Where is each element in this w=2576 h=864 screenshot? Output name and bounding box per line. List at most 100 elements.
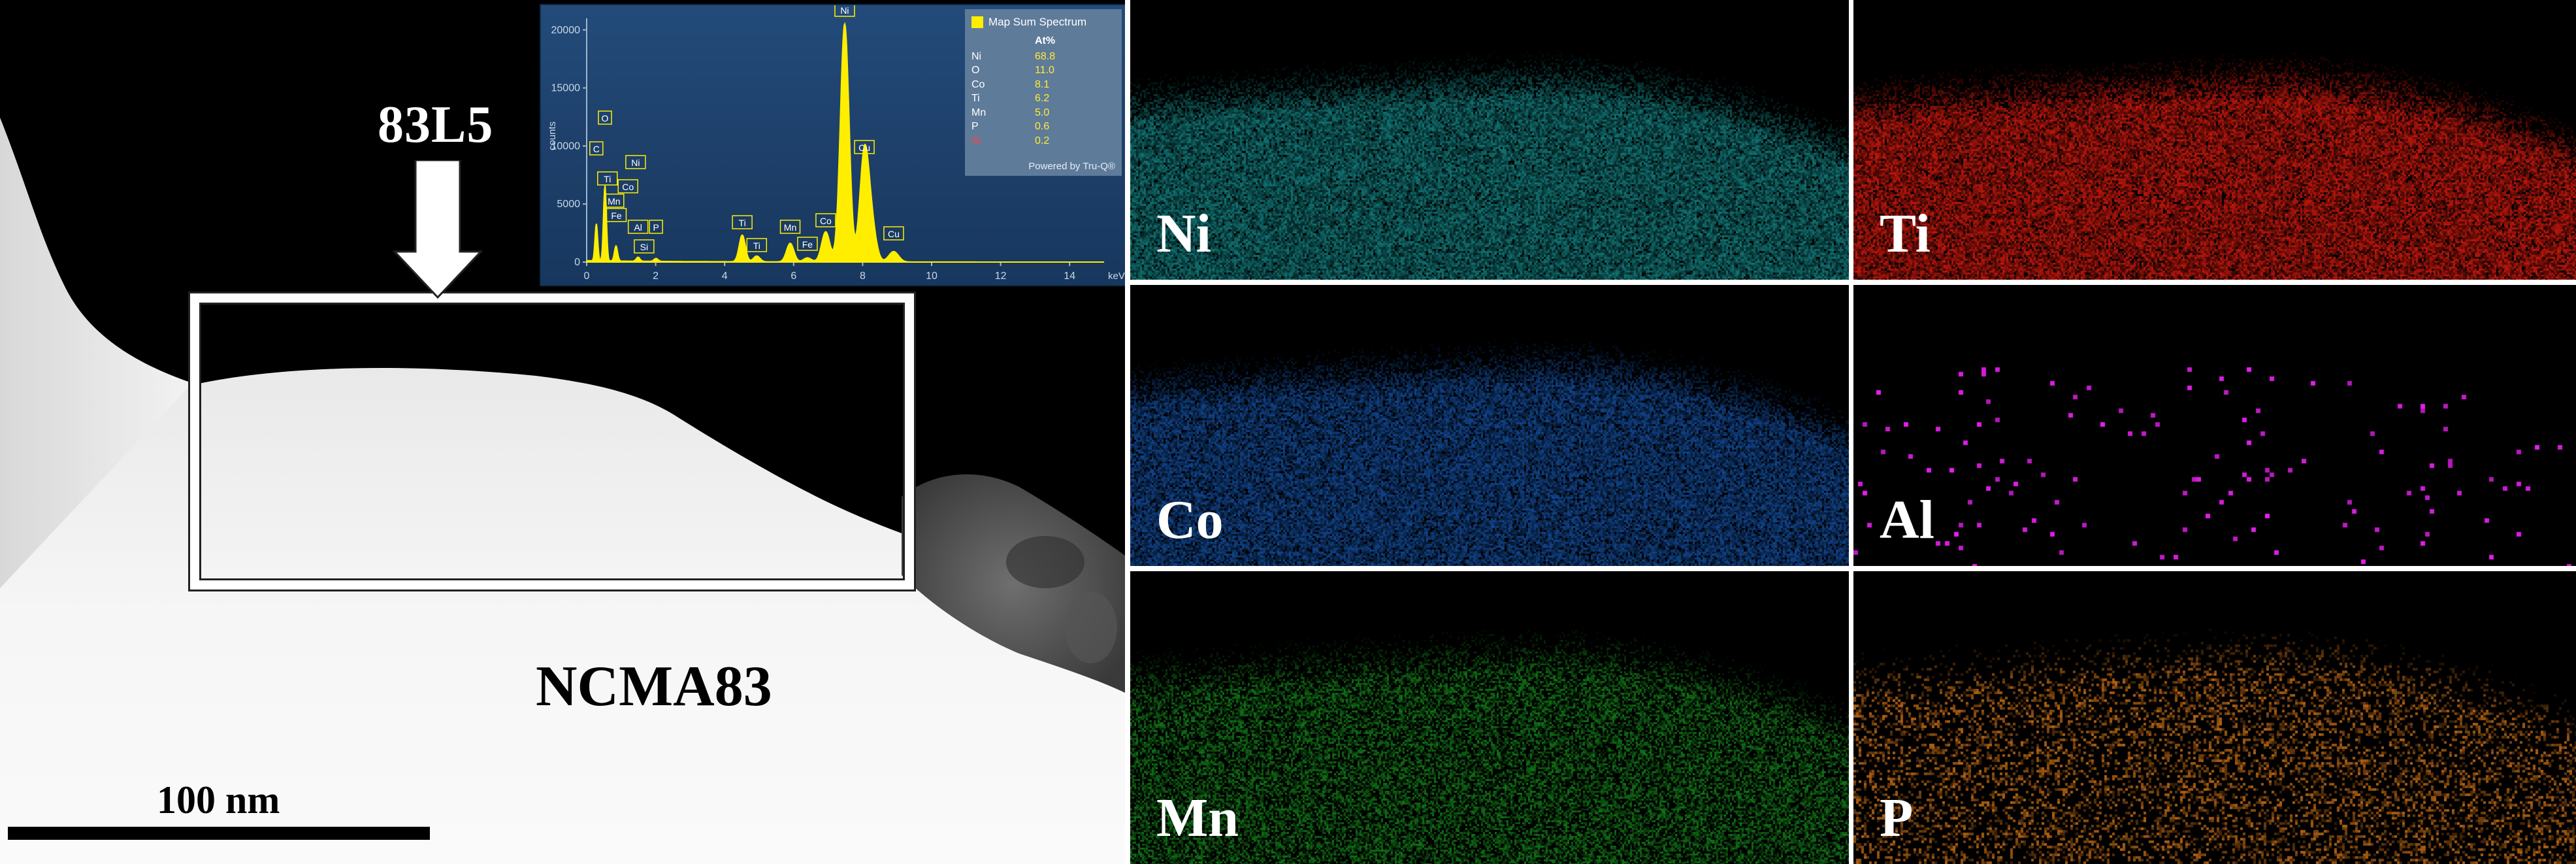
composition-value: 11.0 [1035, 65, 1054, 76]
peak-label: Ni [631, 158, 640, 168]
y-tick-label: 5000 [557, 199, 580, 210]
composition-row: P 0.6 [971, 120, 1055, 135]
down-arrow-icon [392, 160, 483, 299]
peak-label-box [617, 179, 638, 193]
peak-label: Ti [739, 218, 746, 228]
x-tick-label: 2 [653, 271, 659, 282]
composition-value: 8.1 [1035, 78, 1050, 90]
peak-label: Al [634, 222, 642, 233]
x-tick-label: 8 [860, 271, 866, 282]
map-ni: Ni [1130, 0, 1849, 280]
map-al-label: Al [1880, 490, 1934, 550]
peak-label: Mn [608, 196, 620, 207]
scale-bar-label: 100 nm [157, 778, 280, 822]
peak-label-box [834, 5, 855, 17]
composition-row: Mn 5.0 [971, 106, 1055, 120]
map-co-label: Co [1156, 490, 1224, 550]
y-tick-label: 0 [574, 257, 580, 268]
peak-label: P [653, 222, 659, 233]
composition-value: 0.2 [1035, 135, 1050, 146]
map-ti-label: Ti [1880, 203, 1931, 264]
map-al-canvas [1853, 285, 2576, 566]
legend-swatch [971, 16, 983, 28]
peak-label-box [883, 226, 904, 241]
composition-element: P [971, 121, 979, 133]
powered-by-label: Powered by Tru-Q® [1028, 161, 1115, 172]
map-mn-label: Mn [1156, 788, 1239, 848]
spectrum-curve [586, 22, 1104, 263]
peak-label: Si [640, 242, 648, 252]
composition-element: Ti [971, 93, 980, 105]
region-of-interest-box [190, 293, 914, 590]
peak-label-box [649, 220, 663, 234]
peak-label-box [797, 237, 818, 251]
sample-label: NCMA83 [536, 655, 772, 718]
map-ti: Ti [1853, 0, 2576, 280]
peak-label-box [598, 110, 612, 125]
composition-element: Al [971, 135, 981, 146]
peak-label: Ni [840, 5, 849, 16]
peak-label: Ti [604, 174, 611, 184]
composition-value: 68.8 [1035, 50, 1056, 62]
peak-label-box [597, 171, 618, 186]
peak-label-box [634, 239, 655, 254]
composition-element: Mn [971, 107, 986, 118]
legend-title: Map Sum Spectrum [988, 16, 1087, 28]
composition-row: Al 0.2 [971, 134, 1055, 148]
peak-label: Co [622, 182, 634, 192]
map-al: Al [1853, 285, 2576, 566]
composition-value: 0.6 [1035, 121, 1050, 133]
composition-value: 6.2 [1035, 93, 1050, 105]
map-p-label: P [1880, 788, 1914, 848]
map-ni-label: Ni [1156, 203, 1211, 264]
map-co-canvas [1130, 285, 1849, 566]
map-ni-canvas [1130, 0, 1849, 280]
y-tick-label: 20000 [551, 25, 581, 36]
peak-label: Fe [802, 239, 813, 250]
map-p: P [1853, 571, 2576, 864]
composition-element: Ni [971, 50, 982, 62]
peak-label: Fe [611, 210, 622, 221]
spectrum-plot: 0 5000 10000 15000 20000 counts 0 2 4 6 8 10 12 14 keV… [547, 5, 1125, 282]
legend-at-percent-header: At% [1035, 35, 1056, 46]
x-tick-label: 6 [791, 271, 796, 282]
tem-image-panel: 83L5 NCMA83 100 nm 0 5000 10000 15000 20000 c… [0, 0, 1125, 864]
map-mn-canvas [1130, 571, 1849, 864]
legend-title-row: Map Sum Spectrum [971, 16, 1086, 29]
peak-label-box [815, 213, 836, 227]
peak-label: C [593, 144, 600, 154]
eds-spectrum-inset: 0 5000 10000 15000 20000 counts 0 2 4 6 8 10 12 14 keV… [540, 4, 1125, 286]
map-co: Co [1130, 285, 1849, 566]
peak-label: O [602, 113, 609, 124]
y-tick-label: 10000 [551, 141, 581, 152]
peak-label-box [604, 193, 625, 208]
peak-label: Ti [753, 241, 760, 251]
composition-row: O 11.0 [971, 64, 1055, 78]
composition-row: Ni 68.8 [971, 50, 1055, 64]
composition-table: Ni 68.8 O 11.0 Co 8.1 Ti 6.2 Mn 5.0 P 0.6 Al 0.2 [971, 50, 1055, 148]
y-tick-label: 15000 [551, 83, 581, 94]
peak-label-box [627, 220, 649, 234]
map-ti-canvas [1853, 0, 2576, 280]
peak-label-box [854, 140, 875, 154]
composition-element: Co [971, 78, 985, 90]
composition-value: 5.0 [1035, 107, 1050, 118]
peak-label-box [589, 141, 604, 156]
spectrum-legend: Map Sum Spectrum At% Ni 68.8 O 11.0 Co 8.1 Ti 6… [965, 9, 1122, 176]
peak-label: Mn [784, 222, 796, 233]
composition-row: Co 8.1 [971, 78, 1055, 92]
peak-label-box [779, 220, 801, 234]
x-tick-label: 14 [1064, 271, 1075, 282]
map-mn: Mn [1130, 571, 1849, 864]
y-axis-label: counts [547, 122, 558, 150]
peak-label-box [732, 215, 753, 229]
peak-label-box [625, 155, 646, 169]
peak-label-box [746, 238, 768, 252]
peak-label: Cu [888, 229, 900, 239]
scale-bar [8, 827, 430, 840]
map-p-canvas [1853, 571, 2576, 864]
composition-row: Ti 6.2 [971, 92, 1055, 107]
roi-label: 83L5 [378, 96, 494, 154]
peak-label: Cu [858, 142, 870, 153]
x-tick-label: 4 [722, 271, 728, 282]
